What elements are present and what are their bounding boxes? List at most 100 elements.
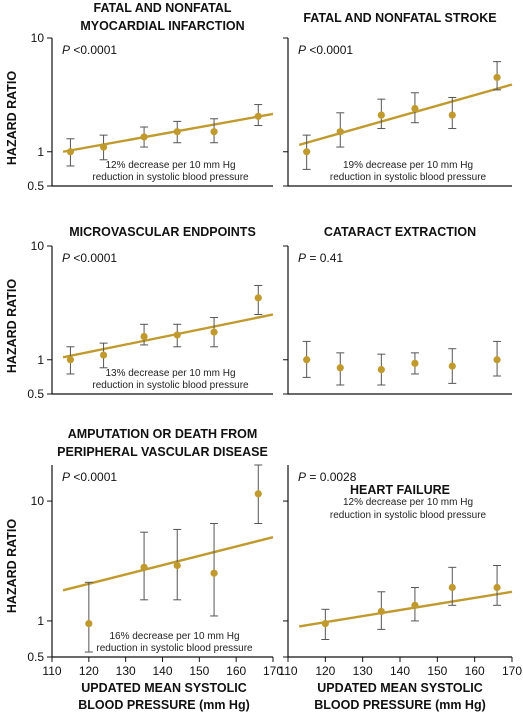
panel-6-trend-line <box>299 590 513 628</box>
panel-4-p-symbol: P <box>298 251 306 265</box>
panel-3-y-tick-label: 1 <box>37 353 44 367</box>
panel-4-data-point <box>303 356 311 364</box>
panel-5-x-tick-label: 120 <box>79 664 99 678</box>
panel-3-note-line-1: 13% decrease per 10 mm Hg <box>105 368 235 379</box>
panel-1-title-line-2: MYOCARDIAL INFARCTION <box>80 19 244 33</box>
panel-6-note-line-2: reduction in systolic blood pressure <box>330 510 487 521</box>
x-axis-label-left-line2: BLOOD PRESSURE (mm Hg) <box>78 698 250 712</box>
panel-6-data-point <box>448 583 456 592</box>
y-axis-label-row1: HAZARD RATIO <box>5 71 19 165</box>
panel-5-x-tick-label: 140 <box>152 664 172 678</box>
panel-2-data-point <box>493 73 501 82</box>
panel-5-x-tick-label: 110 <box>42 664 61 678</box>
panel-6-data-point <box>493 583 501 592</box>
panel-6-p-value-text: = 0.0028 <box>306 470 357 484</box>
panel-5-y-tick-label: 1 <box>37 614 44 628</box>
panel-3-y-tick-label: 0.5 <box>27 387 44 401</box>
panel-1-p-symbol: P <box>62 43 70 57</box>
panel-6-data-point <box>411 601 419 609</box>
panel-2-title-line-1: FATAL AND NONFATAL STROKE <box>303 11 496 25</box>
panel-5-note-line-2: reduction in systolic blood pressure <box>96 643 253 654</box>
panel-5-note-line-1: 16% decrease per 10 mm Hg <box>109 631 239 642</box>
panel-5-x-tick-label: 150 <box>189 664 209 678</box>
panel-3-data-point <box>173 331 181 339</box>
panel-1-data-point <box>210 128 218 136</box>
panel-6-x-tick-label: 130 <box>353 664 373 678</box>
x-axis-label-right-line1: UPDATED MEAN SYSTOLIC <box>317 681 483 695</box>
panel-5-p-symbol: P <box>62 470 70 484</box>
panel-2-data-point <box>336 128 344 136</box>
panel-6-title-line-1: HEART FAILURE <box>350 483 450 497</box>
x-axis-label-left-line1: UPDATED MEAN SYSTOLIC <box>81 681 247 695</box>
panel-6-data-point <box>377 607 385 616</box>
panel-3-data-point <box>210 328 218 336</box>
panel-6-note-line-1: 12% decrease per 10 mm Hg <box>343 497 473 508</box>
panel-6-x-tick-label: 170 <box>502 664 522 678</box>
panel-1-data-point <box>254 112 262 120</box>
panel-2-note-line-1: 19% decrease per 10 mm Hg <box>343 160 473 171</box>
panel-5-p-value-text: <0.0001 <box>70 470 117 484</box>
panel-4-data-point <box>377 365 385 374</box>
panel-6-p-symbol: P <box>298 470 306 484</box>
panel-3-data-point <box>99 351 108 359</box>
panel-4-title-line-1: CATARACT EXTRACTION <box>324 225 476 239</box>
panel-5-p-value: P <0.0001 <box>62 470 117 484</box>
panel-4-p-value-text: = 0.41 <box>306 251 343 265</box>
panel-2-p-value: P <0.0001 <box>298 43 353 57</box>
panel-2-data-point <box>448 111 456 119</box>
panel-6-x-tick-label: 140 <box>390 664 410 678</box>
panel-1-note-line-1: 12% decrease per 10 mm Hg <box>105 160 235 171</box>
panel-3-data-point <box>140 332 148 341</box>
panel-5-x-tick-label: 160 <box>226 664 246 678</box>
panel-1-y-tick-label: 10 <box>31 31 45 45</box>
panel-1-data-point <box>173 128 181 136</box>
panel-1-data-point <box>66 148 75 156</box>
panel-2-p-symbol: P <box>298 43 306 57</box>
panel-6-data-point <box>321 619 329 628</box>
panel-6-x-tick-label: 150 <box>427 664 447 678</box>
panel-5-data-point <box>173 561 181 570</box>
panel-1-data-point <box>99 143 108 151</box>
y-axis-label-row2: HAZARD RATIO <box>5 279 19 373</box>
panel-5-data-point <box>85 619 93 628</box>
panel-3-data-point <box>254 294 262 302</box>
panel-1-title-line-1: FATAL AND NONFATAL <box>94 1 232 15</box>
x-axis-label-right-line2: BLOOD PRESSURE (mm Hg) <box>314 698 486 712</box>
panel-3-note-line-2: reduction in systolic blood pressure <box>92 380 249 391</box>
panel-4-data-point <box>336 364 344 372</box>
panel-3-trend-line <box>62 313 274 359</box>
panel-4-data-point <box>448 362 456 370</box>
panel-1-data-point <box>140 133 148 141</box>
panel-5-y-tick-label: 0.5 <box>27 650 44 664</box>
panel-5-trend-line <box>62 535 274 592</box>
panel-5-data-point <box>140 563 148 571</box>
panel-4-p-value: P = 0.41 <box>298 251 343 265</box>
panel-2-data-point <box>303 148 311 156</box>
panel-6-p-value: P = 0.0028 <box>298 470 357 484</box>
panel-2-trend-line <box>298 83 513 147</box>
panel-1-note-line-2: reduction in systolic blood pressure <box>92 172 249 183</box>
panel-5-y-tick-label: 10 <box>31 494 45 508</box>
panel-1-p-value-text: <0.0001 <box>70 43 117 57</box>
panel-3-p-value: P <0.0001 <box>62 251 117 265</box>
panel-3-data-point <box>66 356 75 364</box>
panel-4-data-point <box>493 356 501 364</box>
panel-6-x-tick-label: 160 <box>465 664 485 678</box>
panel-5-title-line-1: AMPUTATION OR DEATH FROM <box>68 427 258 441</box>
panel-6-x-tick-label: 120 <box>315 664 335 678</box>
panel-2-data-point <box>411 104 419 113</box>
panel-3-p-value-text: <0.0001 <box>70 251 117 265</box>
panel-3-y-tick-label: 10 <box>31 239 45 253</box>
panel-5-x-tick-label: 170 <box>263 664 283 678</box>
panel-3-title-line-1: MICROVASCULAR ENDPOINTS <box>69 225 256 239</box>
panel-4-data-point <box>411 359 419 367</box>
panel-1-p-value: P <0.0001 <box>62 43 117 57</box>
panel-1-y-tick-label: 0.5 <box>27 179 44 193</box>
panel-3-p-symbol: P <box>62 251 70 265</box>
panel-1-trend-line <box>62 112 274 153</box>
panel-5-title-line-2: PERIPHERAL VASCULAR DISEASE <box>57 445 268 459</box>
y-axis-label-row3: HAZARD RATIO <box>5 519 19 613</box>
panel-1-y-tick-label: 1 <box>37 145 44 159</box>
panel-5-data-point <box>210 569 218 577</box>
